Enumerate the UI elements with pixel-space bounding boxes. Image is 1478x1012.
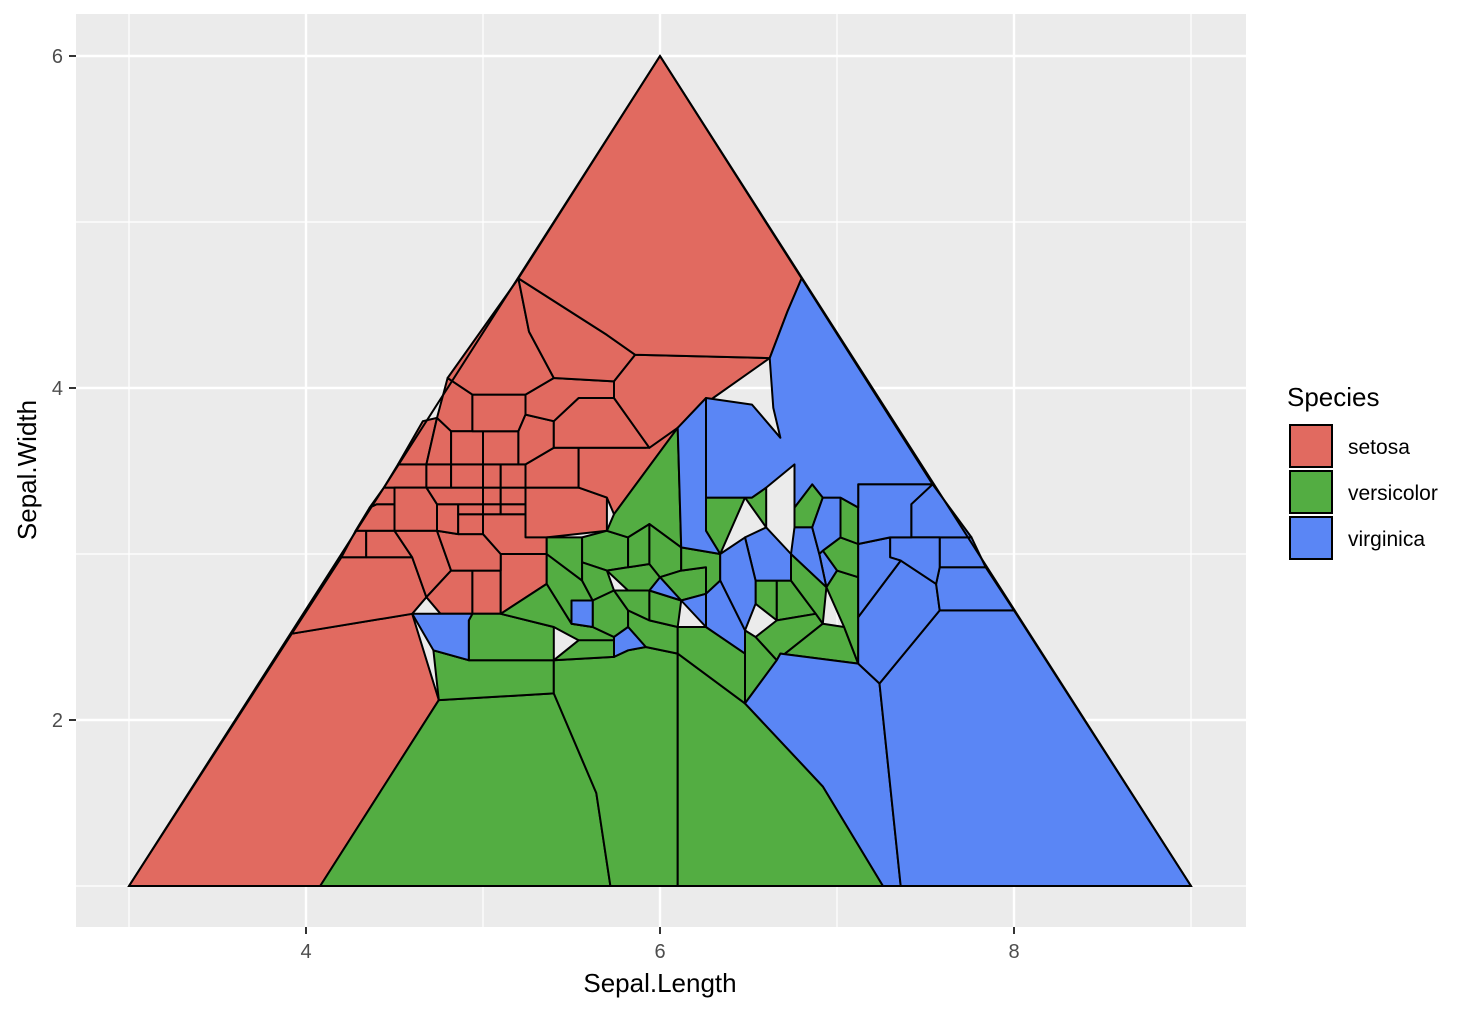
voronoi-cell-setosa bbox=[499, 463, 527, 489]
voronoi-cell-virginica bbox=[648, 576, 683, 602]
voronoi-cell-setosa bbox=[425, 486, 484, 506]
voronoi-cell-setosa bbox=[482, 486, 502, 506]
legend-swatch-virginica bbox=[1289, 516, 1333, 560]
x-tick-label: 8 bbox=[1008, 941, 1019, 963]
voronoi-cell-virginica bbox=[705, 277, 934, 509]
voronoi-regions bbox=[128, 55, 1192, 887]
voronoi-cell-setosa bbox=[613, 353, 771, 449]
legend-swatch-setosa bbox=[1289, 424, 1333, 468]
voronoi-cell-virginica bbox=[411, 612, 474, 662]
y-tick-label: 2 bbox=[52, 710, 63, 732]
legend-title: Species bbox=[1287, 382, 1380, 412]
voronoi-cell-virginica bbox=[570, 599, 594, 628]
legend: Species setosa versicolor virginica bbox=[1287, 382, 1438, 560]
voronoi-cell-setosa bbox=[499, 486, 527, 506]
voronoi-cell-setosa bbox=[471, 569, 502, 615]
x-axis-title: Sepal.Length bbox=[583, 968, 736, 998]
voronoi-cell-setosa bbox=[450, 463, 484, 489]
voronoi-cell-setosa bbox=[524, 486, 608, 539]
voronoi-cell-virginica bbox=[680, 592, 707, 628]
voronoi-cell-setosa bbox=[499, 503, 527, 516]
voronoi-cell-setosa bbox=[457, 503, 484, 516]
voronoi-cell-setosa bbox=[482, 503, 502, 516]
x-tick-label: 4 bbox=[300, 941, 311, 963]
legend-label-setosa: setosa bbox=[1348, 436, 1410, 459]
voronoi-cell-setosa bbox=[425, 463, 453, 489]
y-axis-title: Sepal.Width bbox=[12, 400, 42, 540]
voronoi-cell-setosa bbox=[482, 430, 520, 466]
y-tick-label: 4 bbox=[52, 378, 63, 400]
legend-swatch-versicolor bbox=[1289, 470, 1333, 514]
voronoi-cell-setosa bbox=[482, 463, 502, 489]
x-tick-label: 6 bbox=[654, 941, 665, 963]
axis-ticks: 4 6 8 2 4 6 bbox=[52, 46, 1020, 963]
voronoi-cell-versicolor bbox=[581, 561, 615, 602]
voronoi-cell-setosa bbox=[457, 513, 484, 536]
voronoi-cell-setosa bbox=[450, 430, 484, 466]
legend-label-versicolor: versicolor bbox=[1348, 482, 1438, 505]
voronoi-cell-setosa bbox=[436, 503, 460, 536]
outer-triangle-boundary bbox=[127, 54, 1193, 887]
voronoi-cell-virginica bbox=[613, 626, 647, 658]
legend-label-virginica: virginica bbox=[1348, 528, 1425, 551]
y-tick-label: 6 bbox=[52, 46, 63, 68]
voronoi-cell-virginica bbox=[676, 397, 722, 555]
voronoi-cell-setosa bbox=[471, 393, 527, 433]
